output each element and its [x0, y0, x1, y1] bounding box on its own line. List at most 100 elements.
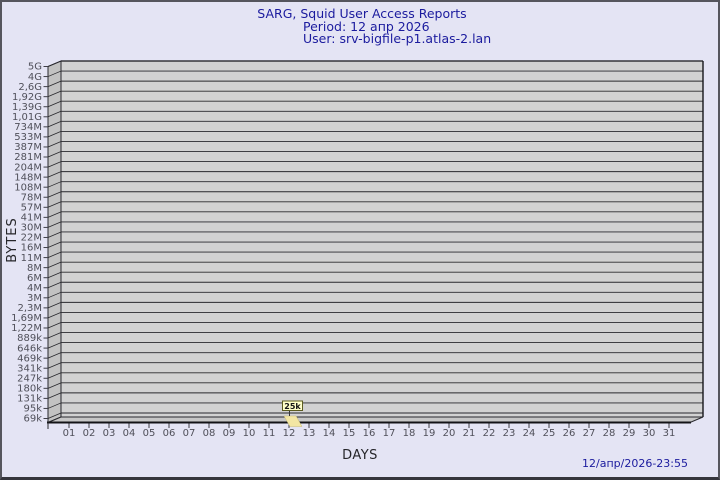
x-tick-label: 31 [663, 428, 676, 439]
y-tick-label: 3M [27, 293, 42, 304]
y-tick-label: 11M [21, 253, 42, 264]
y-axis-group: 5G4G2,6G1,92G1,39G1,01G734M533M387M281M2… [11, 60, 62, 425]
axis-strut [47, 231, 62, 238]
gridlines-group [61, 60, 703, 414]
chart-title: SARG, Squid User Access Reports [257, 6, 467, 21]
y-tick-label: 1,39G [12, 102, 42, 113]
axis-strut [47, 151, 62, 158]
y-tick-label: 30M [21, 223, 42, 234]
y-tick-label: 6M [27, 273, 42, 284]
generated-timestamp: 12/апр/2026-23:55 [582, 457, 688, 470]
axis-strut [47, 251, 62, 258]
y-tick-label: 1,22M [11, 323, 42, 334]
x-tick-label: 02 [83, 428, 96, 439]
axis-strut [47, 141, 62, 148]
axis-strut [47, 80, 62, 87]
bar-value-flag [282, 400, 303, 411]
axis-strut [47, 60, 62, 67]
y-tick-label: 1,01G [12, 112, 42, 123]
axis-strut [47, 191, 62, 198]
y-tick-label: 341k [17, 363, 42, 374]
bar-day-12 [283, 415, 303, 427]
axis-strut [47, 120, 62, 128]
axis-strut [47, 402, 62, 409]
y-tick-label: 204M [14, 162, 42, 173]
axis-strut [47, 352, 62, 359]
axis-strut [47, 221, 62, 228]
x-tick-label: 25 [543, 428, 556, 439]
x-axis-title: DAYS [342, 448, 378, 463]
axis-strut [47, 211, 62, 218]
y-tick-label: 5G [28, 62, 42, 73]
y-tick-label: 889k [17, 333, 42, 344]
x-tick-label: 15 [343, 428, 356, 439]
y-axis-title: BYTES [5, 217, 20, 263]
x-tick-label: 20 [443, 428, 456, 439]
chart-user: User: srv-bigfile-p1.atlas-2.lan [303, 30, 492, 46]
y-tick-label: 78M [21, 192, 42, 203]
x-tick-label: 01 [63, 428, 76, 439]
x-tick-label: 14 [323, 428, 336, 439]
axis-strut [47, 382, 62, 389]
x-axis-group: 01 02 03 04 05 06 07 08 09 10 11 12 13 14 15 16 17 18 19 20… [63, 423, 676, 439]
axis-strut [47, 342, 62, 349]
y-tick-label: 95k [23, 404, 42, 415]
x-tick-label: 05 [143, 428, 156, 439]
axis-strut [47, 100, 62, 108]
axis-strut [47, 312, 62, 319]
y-tick-label: 108M [14, 182, 42, 193]
x-tick-label: 22 [483, 428, 496, 439]
axis-strut [47, 362, 62, 369]
x-tick-label: 16 [363, 428, 376, 439]
axis-strut [47, 70, 62, 77]
y-tick-label: 4M [27, 283, 42, 294]
x-tick-label: 11 [263, 428, 276, 439]
x-tick-label: 08 [203, 428, 216, 439]
axis-strut [47, 171, 62, 178]
axis-strut [47, 181, 62, 188]
axis-strut [47, 90, 62, 98]
x-tick-label: 29 [623, 428, 636, 439]
x-tick-label: 23 [503, 428, 516, 439]
y-tick-label: 22M [21, 233, 42, 244]
axis-strut [47, 301, 62, 309]
x-tick-label: 12 [283, 428, 296, 439]
y-tick-label: 533M [14, 132, 42, 143]
axis-strut [47, 322, 62, 329]
x-tick-label: 18 [403, 428, 416, 439]
x-tick-label: 17 [383, 428, 396, 439]
left-wall-3d [47, 60, 62, 424]
y-tick-label: 1,69M [11, 313, 42, 324]
x-tick-label: 10 [243, 428, 256, 439]
axis-strut [47, 392, 62, 399]
y-tick-label: 41M [21, 213, 42, 224]
axis-strut [47, 372, 62, 379]
y-tick-label: 69k [23, 414, 42, 425]
x-tick-label: 26 [563, 428, 576, 439]
x-tick-label: 21 [463, 428, 476, 439]
y-tick-label: 131k [17, 394, 42, 405]
axis-strut [47, 161, 62, 168]
x-tick-label: 09 [223, 428, 236, 439]
x-tick-label: 13 [303, 428, 316, 439]
x-tick-label: 06 [163, 428, 176, 439]
x-tick-label: 30 [643, 428, 656, 439]
x-tick-label: 03 [103, 428, 116, 439]
x-tick-label: 27 [583, 428, 596, 439]
bar-value-label: 25k [284, 402, 301, 411]
y-tick-label: 8M [27, 263, 42, 274]
axis-strut [47, 281, 62, 289]
x-tick-label: 19 [423, 428, 436, 439]
axis-strut [47, 412, 62, 419]
x-tick-label: 24 [523, 428, 536, 439]
y-tick-label: 247k [17, 373, 42, 384]
y-tick-label: 387M [14, 142, 42, 153]
y-tick-label: 57M [21, 202, 42, 213]
y-tick-label: 4G [28, 72, 42, 83]
bars-group: 25k [282, 400, 303, 427]
x-tick-label: 04 [123, 428, 136, 439]
y-tick-label: 16M [21, 243, 42, 254]
y-tick-label: 180k [17, 384, 42, 395]
